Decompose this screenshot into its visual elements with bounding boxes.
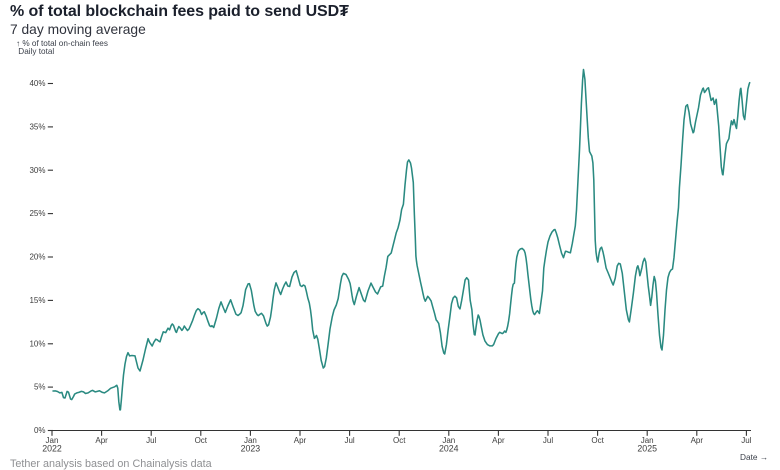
svg-text:Jan: Jan [46,436,59,445]
svg-text:25%: 25% [29,209,45,218]
svg-text:2023: 2023 [241,443,261,453]
svg-text:35%: 35% [29,123,45,132]
svg-text:2025: 2025 [637,443,657,453]
svg-text:Apr: Apr [492,436,505,445]
svg-text:Oct: Oct [591,436,604,445]
svg-text:2022: 2022 [42,443,62,453]
svg-text:30%: 30% [29,166,45,175]
svg-text:0%: 0% [34,426,46,435]
svg-text:15%: 15% [29,296,45,305]
svg-text:10%: 10% [29,339,45,348]
svg-text:Jul: Jul [146,436,156,445]
svg-text:2024: 2024 [439,443,459,453]
svg-text:Jul: Jul [543,436,553,445]
svg-text:Jul: Jul [741,436,751,445]
svg-text:Jan: Jan [641,436,654,445]
svg-text:5%: 5% [34,383,46,392]
svg-text:Jan: Jan [442,436,455,445]
svg-text:Jul: Jul [344,436,354,445]
svg-text:20%: 20% [29,253,45,262]
svg-text:Oct: Oct [393,436,406,445]
svg-text:Jan: Jan [244,436,257,445]
svg-text:Apr: Apr [691,436,704,445]
svg-text:Apr: Apr [294,436,307,445]
svg-text:40%: 40% [29,79,45,88]
svg-text:Apr: Apr [95,436,108,445]
svg-text:Oct: Oct [195,436,208,445]
